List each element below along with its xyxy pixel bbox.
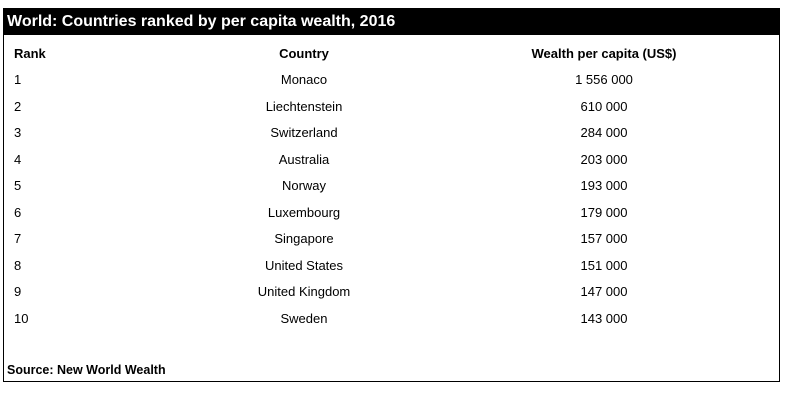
country-cell: Luxembourg (267, 204, 341, 220)
table-row: 9 United Kingdom 147 000 (4, 279, 779, 306)
country-cell: Switzerland (270, 125, 338, 140)
table-header-row: Rank Country Wealth per capita (US$) (4, 41, 779, 67)
table-row: 4 Australia 203 000 (4, 147, 779, 174)
wealth-cell: 203 000 (580, 151, 628, 167)
rank-cell: 2 (14, 98, 22, 114)
wealth-cell: 143 000 (580, 310, 628, 326)
wealth-cell: 610 000 (580, 98, 628, 114)
country-cell: Liechtenstein (265, 98, 343, 114)
table-row: 6 Luxembourg 179 000 (4, 200, 779, 227)
table-row: 8 United States 151 000 (4, 253, 779, 280)
table-row: 1 Monaco 1 556 000 (4, 67, 779, 94)
header-country: Country (279, 46, 329, 61)
rank-cell: 5 (14, 178, 22, 193)
country-cell: Monaco (280, 72, 328, 87)
wealth-cell: 147 000 (580, 284, 628, 299)
country-cell: United Kingdom (257, 284, 351, 299)
rank-cell: 6 (14, 204, 22, 220)
table-title: World: Countries ranked by per capita we… (4, 9, 779, 35)
table-row: 2 Liechtenstein 610 000 (4, 94, 779, 121)
country-cell: United States (264, 257, 344, 273)
rank-cell: 9 (14, 284, 22, 299)
rank-cell: 1 (14, 72, 22, 87)
source-note: Source: New World Wealth (7, 363, 166, 377)
rank-cell: 7 (14, 231, 22, 246)
country-cell: Norway (281, 178, 327, 193)
table-row: 10 Sweden 143 000 (4, 306, 779, 333)
header-wealth: Wealth per capita (US$) (531, 46, 677, 61)
wealth-cell: 1 556 000 (575, 72, 633, 87)
rank-cell: 3 (14, 125, 22, 140)
rank-cell: 10 (14, 310, 29, 326)
table-row: 5 Norway 193 000 (4, 173, 779, 200)
country-cell: Australia (278, 151, 330, 167)
rank-cell: 8 (14, 257, 22, 273)
header-rank: Rank (14, 46, 46, 61)
rank-cell: 4 (14, 151, 22, 167)
table-frame: World: Countries ranked by per capita we… (3, 8, 780, 382)
table-row: 3 Switzerland 284 000 (4, 120, 779, 147)
country-cell: Singapore (274, 231, 334, 246)
wealth-cell: 284 000 (580, 125, 628, 140)
wealth-cell: 193 000 (580, 178, 628, 193)
wealth-table: Rank Country Wealth per capita (US$) 1 M… (4, 41, 779, 332)
wealth-cell: 179 000 (580, 204, 628, 220)
wealth-cell: 157 000 (580, 231, 628, 246)
table-row: 7 Singapore 157 000 (4, 226, 779, 253)
wealth-cell: 151 000 (580, 257, 628, 273)
country-cell: Sweden (280, 310, 328, 326)
